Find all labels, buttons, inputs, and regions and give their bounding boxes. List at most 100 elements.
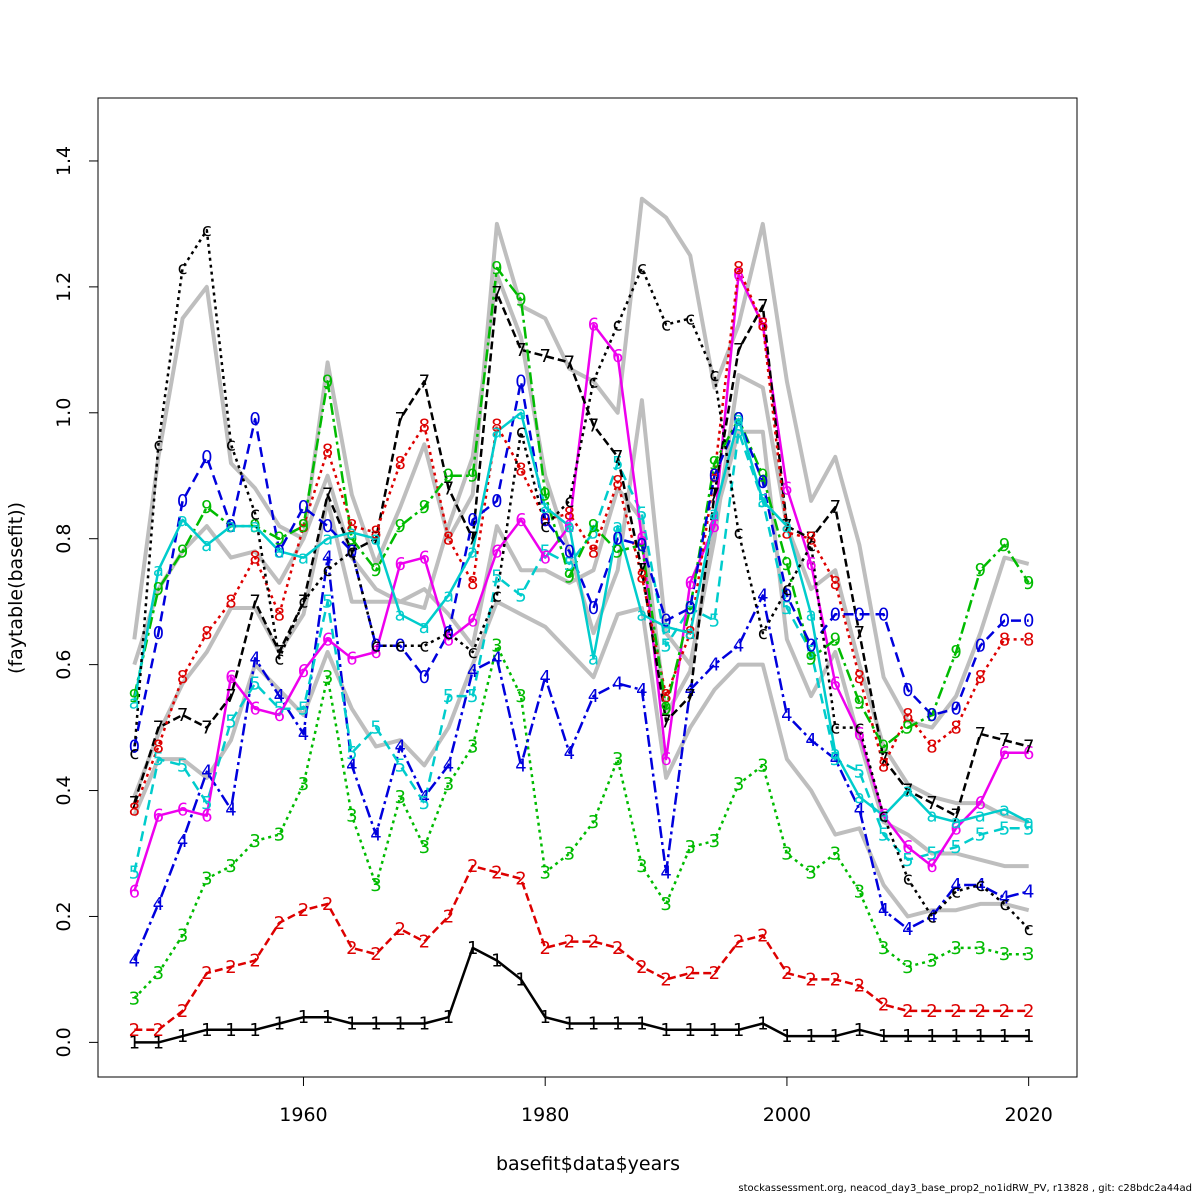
point-label-5: 5 [394,755,405,776]
point-label-1: 1 [975,1026,986,1047]
point-label-4: 4 [370,825,381,846]
series-line-8 [133,266,1029,810]
point-label-1: 1 [539,1007,550,1028]
credit-footnote: stockassessment.org, neacod_day3_base_pr… [738,1183,1192,1194]
point-label-2: 2 [805,969,816,990]
point-label-4: 4 [249,648,260,669]
point-label-4: 4 [950,875,961,896]
series-line-0 [133,380,1029,747]
point-label-a: a [395,604,406,625]
point-label-1: 1 [346,1014,357,1035]
point-label-a: a [999,799,1010,820]
point-label-3: 3 [926,951,937,972]
point-label-1: 1 [225,1020,236,1041]
point-label-c: c [419,636,429,657]
point-label-c: c [879,806,889,827]
point-label-3: 3 [950,938,961,959]
point-label-9: 9 [249,516,260,537]
point-label-5: 5 [733,422,744,443]
point-label-a: a [1023,812,1034,833]
point-label-9: 9 [153,579,164,600]
point-label-2: 2 [999,1001,1010,1022]
point-label-4: 4 [298,724,309,745]
point-label-7: 7 [274,642,285,663]
point-label-8: 8 [950,718,961,739]
point-label-7: 7 [322,485,333,506]
point-label-c: c [444,623,454,644]
point-label-5: 5 [805,642,816,663]
point-label-7: 7 [201,718,212,739]
point-label-9: 9 [394,516,405,537]
point-label-5: 5 [201,793,212,814]
point-label-0: 0 [467,510,478,531]
point-label-5: 5 [515,585,526,606]
point-label-7: 7 [225,686,236,707]
point-label-9: 9 [419,497,430,518]
point-label-a: a [443,585,454,606]
point-label-1: 1 [370,1014,381,1035]
point-label-3: 3 [467,737,478,758]
point-label-7: 7 [733,340,744,361]
point-label-5: 5 [854,762,865,783]
point-label-8: 8 [830,573,841,594]
point-label-6: 6 [975,793,986,814]
point-label-8: 8 [491,415,502,436]
point-label-9: 9 [733,409,744,430]
series-line-4 [133,556,1030,961]
series-layer [133,228,1030,1044]
point-label-a: a [926,806,937,827]
point-label-c: c [371,636,381,657]
point-label-0: 0 [322,516,333,537]
point-label-3: 3 [274,825,285,846]
point-label-0: 0 [854,604,865,625]
point-label-2: 2 [612,938,623,959]
point-label-3: 3 [636,856,647,877]
point-label-1: 1 [201,1020,212,1041]
point-label-8: 8 [709,466,720,487]
point-label-4: 4 [467,661,478,682]
point-label-6: 6 [830,674,841,695]
y-tick-label: 0.2 [53,901,75,931]
point-label-9: 9 [757,466,768,487]
point-label-a: a [806,604,817,625]
point-label-8: 8 [975,667,986,688]
point-label-6: 6 [298,661,309,682]
point-label-5: 5 [177,755,188,776]
point-label-3: 3 [394,787,405,808]
point-label-a: a [540,497,551,518]
series-line-a [133,411,1030,824]
point-label-6: 6 [588,315,599,336]
point-label-5: 5 [975,825,986,846]
point-label-0: 0 [902,680,913,701]
point-label-4: 4 [419,787,430,808]
point-label-5: 5 [902,850,913,871]
point-label-6: 6 [153,806,164,827]
point-label-0: 0 [443,623,454,644]
point-label-8: 8 [298,516,309,537]
point-label-a: a [612,516,623,537]
point-label-0: 0 [419,667,430,688]
point-label-1: 1 [177,1026,188,1047]
point-label-9: 9 [177,541,188,562]
point-label-5: 5 [298,699,309,720]
point-label-8: 8 [467,573,478,594]
point-label-7: 7 [394,409,405,430]
point-label-7: 7 [709,485,720,506]
point-label-4: 4 [636,680,647,701]
point-label-2: 2 [684,963,695,984]
point-label-4: 4 [1023,881,1034,902]
point-label-4: 4 [322,548,333,569]
point-label-a: a [588,648,599,669]
point-label-c: c [395,636,405,657]
point-label-3: 3 [830,844,841,865]
point-label-5: 5 [539,541,550,562]
point-label-0: 0 [298,497,309,518]
x-axis: 1960 1980 2000 2020 [279,1076,1053,1126]
point-label-7: 7 [830,497,841,518]
point-label-8: 8 [757,315,768,336]
point-label-0: 0 [249,409,260,430]
y-tick-label: 1.2 [53,272,75,302]
point-label-2: 2 [274,913,285,934]
point-label-4: 4 [588,686,599,707]
y-tick-label: 0.0 [53,1027,75,1057]
